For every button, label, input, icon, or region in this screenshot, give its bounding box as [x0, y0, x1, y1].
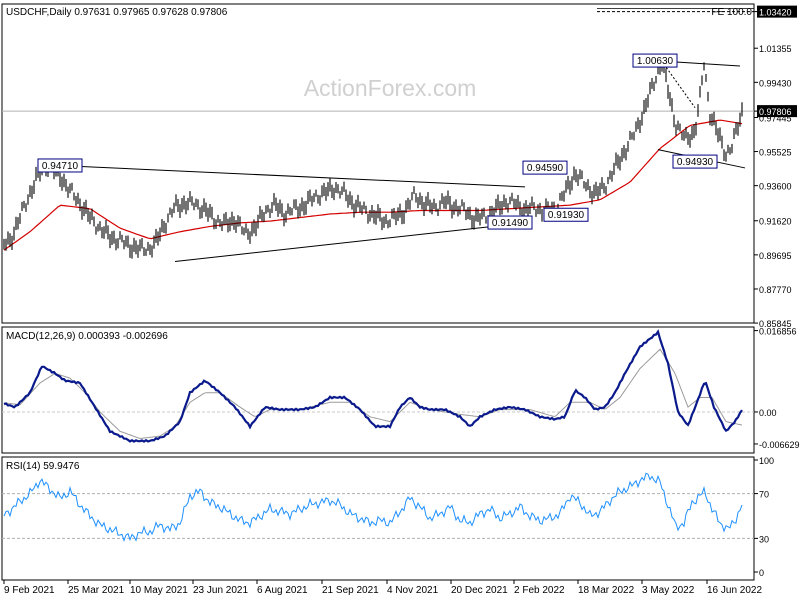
macd-panel: [1, 326, 755, 454]
macd-title: MACD(12,26,9) 0.000393 -0.002696: [6, 331, 168, 342]
macd-tick-label: 0.00: [759, 408, 777, 418]
price-tick-label: 0.93600: [759, 182, 792, 192]
price-panel: [1, 3, 755, 324]
price-annotation: 0.94710: [42, 161, 79, 172]
price-tick-label: 0.91620: [759, 217, 792, 227]
price-tick-label: 1.03420: [759, 8, 792, 18]
price-annotation-box: [522, 160, 568, 175]
x-axis-label: 21 Sep 2021: [322, 585, 379, 596]
x-axis-label: 6 Aug 2021: [257, 585, 308, 596]
price-annotation: 0.94930: [677, 157, 714, 168]
x-axis-label: 4 Nov 2021: [387, 585, 439, 596]
price-tick-label: 0.85845: [759, 319, 792, 329]
rsi-panel: [1, 456, 755, 581]
x-axis-label: 18 Mar 2022: [578, 585, 635, 596]
price-tick-highlight: [757, 105, 797, 118]
price-tick-label: 0.97445: [759, 114, 792, 124]
price-tick-label: 0.87770: [759, 285, 792, 295]
rsi-tick-label: 100: [759, 456, 774, 466]
price-annotation: 0.94590: [527, 163, 564, 174]
macd-tick-label: -0.006629: [759, 440, 800, 450]
price-annotation: 0.91930: [548, 210, 585, 221]
x-axis-label: 10 May 2021: [130, 585, 188, 596]
fe-label: FE 100.0: [711, 7, 752, 18]
price-tick-label: 0.95525: [759, 148, 792, 158]
price-annotation-box: [632, 53, 678, 68]
x-axis-label: 20 Dec 2021: [451, 585, 508, 596]
rsi-tick-label: 30: [759, 534, 769, 544]
price-tick-label: 0.99430: [759, 78, 792, 88]
trendline: [174, 222, 526, 263]
x-axis-label: 23 Jun 2021: [193, 585, 248, 596]
price-annotation-box: [543, 207, 589, 222]
price-annotation-box: [487, 215, 533, 230]
macd-signal-line: [3, 348, 743, 440]
price-tick-label: 1.01355: [759, 44, 792, 54]
rsi-title: RSI(14) 59.9476: [6, 461, 80, 472]
macd-main-line: [3, 329, 743, 443]
x-axis-label: 25 Mar 2021: [68, 585, 125, 596]
trendline: [69, 165, 526, 188]
rsi-line: [3, 472, 743, 543]
price-tick-label: 0.97806: [759, 107, 792, 117]
x-axis-label: 3 May 2022: [642, 585, 695, 596]
price-tick-label: 0.89695: [759, 251, 792, 261]
rsi-tick-label: 0: [759, 568, 764, 578]
chart-header: USDCHF,Daily 0.97631 0.97965 0.97628 0.9…: [6, 7, 228, 18]
x-axis-label: 2 Feb 2022: [514, 585, 565, 596]
watermark-text: ActionForex.com: [304, 75, 477, 101]
projection-line: [663, 63, 696, 108]
rsi-tick-label: 70: [759, 490, 769, 500]
price-annotation-box: [672, 154, 718, 169]
price-annotation: 1.00630: [637, 56, 674, 67]
moving-average-line: [3, 119, 743, 251]
macd-tick-label: 0.016856: [759, 327, 797, 337]
x-axis-label: 16 Jun 2022: [707, 585, 762, 596]
price-annotation-box: [37, 158, 83, 173]
price-tick-highlight: [757, 5, 797, 18]
x-axis-label: 9 Feb 2021: [4, 585, 55, 596]
price-annotation: 0.91490: [492, 218, 529, 229]
